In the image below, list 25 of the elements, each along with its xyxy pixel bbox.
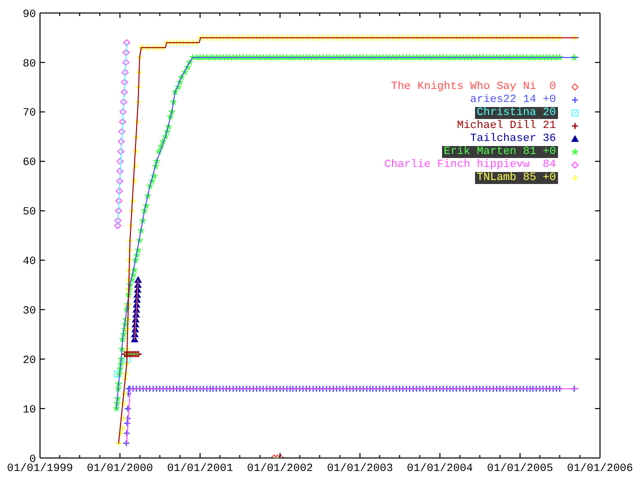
y-tick-label: 40 (22, 256, 36, 268)
x-tick-label: 01/01/2005 (487, 463, 554, 475)
y-tick-label: 80 (22, 58, 36, 70)
x-tick-label: 01/01/2002 (247, 463, 314, 475)
x-tick-label: 01/01/2000 (86, 463, 153, 475)
legend-label: Tailchaser 36 (470, 132, 557, 144)
y-tick-label: 70 (22, 108, 36, 120)
legend-label: Charlie Finch hippievw 84 (383, 158, 557, 170)
y-tick-label: 20 (22, 354, 36, 367)
legend-label: Michael Dill 21 (456, 120, 557, 132)
x-tick-label: 01/01/2003 (326, 463, 393, 475)
legend-label: The Knights Who Say Ni 0 (390, 80, 557, 92)
y-tick-label: 50 (22, 206, 36, 219)
y-tick-label: 90 (22, 8, 36, 21)
legend-label: Christina 20 (474, 106, 558, 118)
x-tick-label: 01/01/2006 (566, 463, 634, 475)
x-tick-label: 01/01/1999 (6, 463, 74, 475)
y-tick-label: 30 (22, 306, 36, 318)
y-tick-label: 10 (22, 404, 36, 416)
legend-label: aries22 14 +0 (469, 94, 557, 106)
legend-label: Erik Marten 81 +0 (442, 146, 558, 158)
legend-label: TNLamb 85 +0 (474, 172, 558, 184)
x-tick-label: 01/01/2001 (167, 463, 234, 475)
x-tick-label: 01/01/2004 (406, 463, 474, 475)
y-tick-label: 60 (22, 157, 36, 170)
